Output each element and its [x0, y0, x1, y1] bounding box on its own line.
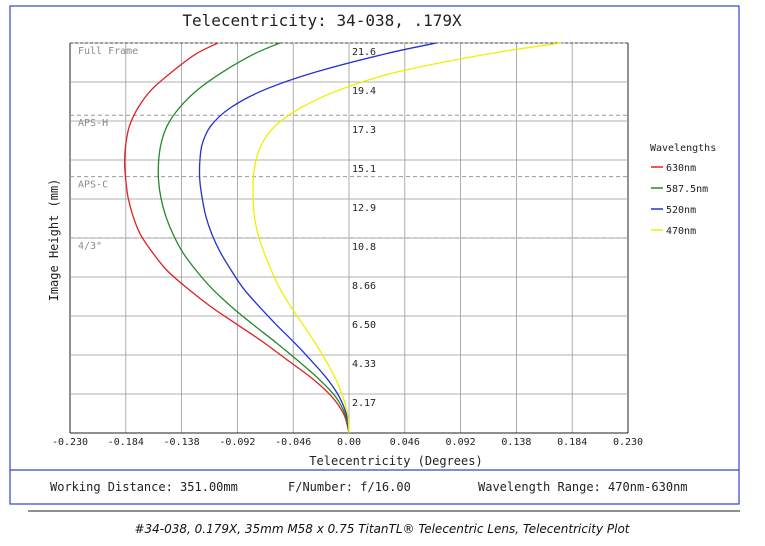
x-tick-label: 0.092 [446, 437, 476, 448]
sensor-markers: Full Frame APS-H APS-C 4/3" [70, 46, 628, 252]
y-tick-label: 19.4 [352, 86, 376, 97]
series-line-520nm [198, 42, 437, 434]
y-axis-label: Image Height (mm) [47, 179, 61, 302]
y-tick-label: 6.50 [352, 320, 376, 331]
y-tick-label: 10.8 [352, 242, 376, 253]
x-tick-label: -0.138 [164, 437, 200, 448]
series-line-470nm [252, 42, 562, 434]
sensor-marker-label: 4/3" [78, 241, 102, 252]
series-line-630nm [123, 42, 350, 434]
grid-layer [69, 42, 629, 434]
wavelength-range-text: Wavelength Range: 470nm-630nm [478, 480, 688, 494]
sensor-marker-label: APS-C [78, 180, 108, 191]
working-distance-text: Working Distance: 351.00mm [50, 480, 238, 494]
x-tick-label: 0.046 [390, 437, 420, 448]
x-tick-label: 0.00 [337, 437, 361, 448]
f-number-text: F/Number: f/16.00 [288, 480, 411, 494]
x-tick-label: -0.184 [108, 437, 144, 448]
x-tick-label: -0.230 [52, 437, 88, 448]
y-tick-labels: 2.17 4.33 6.50 8.66 10.8 12.9 15.1 17.3 19.4 21.6 [352, 47, 376, 409]
sensor-marker-label: APS-H [78, 118, 108, 129]
legend: Wavelengths 630nm 587.5nm 520nm 470nm [650, 143, 716, 237]
figure-caption: #34-038, 0.179X, 35mm M58 x 0.75 TitanTL… [134, 522, 630, 536]
legend-label: 520nm [666, 205, 696, 216]
x-axis-label: Telecentricity (Degrees) [309, 454, 482, 468]
x-tick-label: -0.092 [219, 437, 255, 448]
series-line-587.5nm [157, 42, 350, 434]
y-tick-label: 17.3 [352, 125, 376, 136]
chart-title: Telecentricity: 34-038, .179X [182, 11, 462, 30]
y-tick-label: 15.1 [352, 164, 376, 175]
y-tick-label: 2.17 [352, 398, 376, 409]
x-tick-labels: -0.230 -0.184 -0.138 -0.092 -0.046 0.00 0.046 0… [52, 437, 643, 448]
x-tick-label: 0.230 [613, 437, 643, 448]
y-tick-label: 8.66 [352, 281, 376, 292]
legend-title: Wavelengths [650, 143, 716, 154]
x-tick-label: -0.046 [275, 437, 311, 448]
y-tick-label: 4.33 [352, 359, 376, 370]
chart-border [9, 5, 740, 505]
x-tick-label: 0.184 [557, 437, 587, 448]
series-layer [123, 42, 562, 434]
y-tick-label: 12.9 [352, 203, 376, 214]
x-tick-label: 0.138 [501, 437, 531, 448]
legend-label: 630nm [666, 163, 696, 174]
y-tick-label: 21.6 [352, 47, 376, 58]
legend-label: 470nm [666, 226, 696, 237]
sensor-marker-label: Full Frame [78, 46, 138, 57]
legend-label: 587.5nm [666, 184, 708, 195]
